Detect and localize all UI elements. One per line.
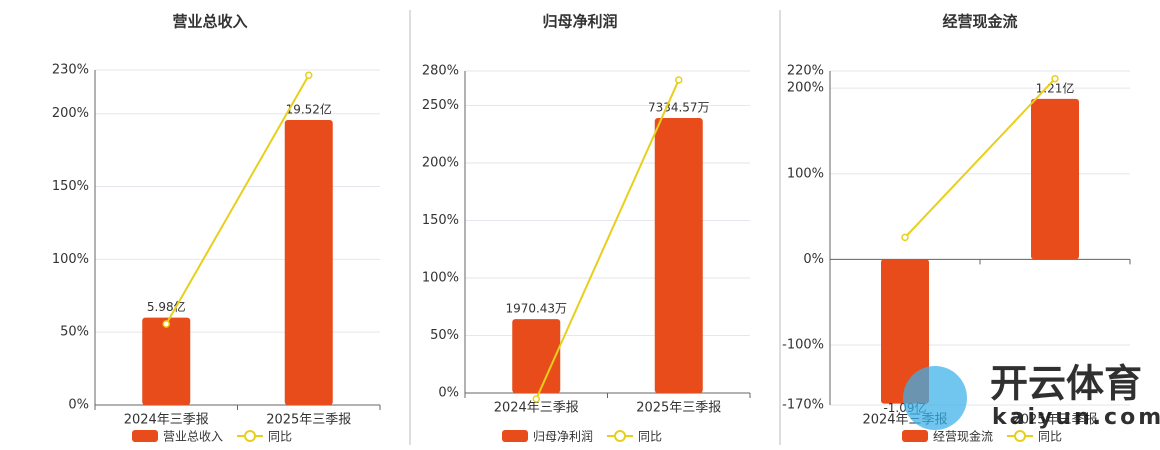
- line-point: [675, 76, 683, 84]
- y-tick-label: 220%: [787, 64, 824, 79]
- line-point: [1051, 74, 1059, 83]
- data-label: 1970.43万: [505, 302, 567, 316]
- x-tick-label: 2024年三季报: [494, 401, 579, 416]
- bar: [881, 259, 929, 404]
- line: [904, 78, 1056, 239]
- y-tick-label: 250%: [422, 98, 459, 113]
- chart-title: 经营现金流: [942, 13, 1017, 31]
- legend-label: 同比: [1038, 430, 1062, 444]
- line: [165, 74, 310, 325]
- data-label: 19.52亿: [286, 101, 332, 116]
- data-label: 7334.57万: [648, 101, 710, 115]
- y-tick-label: -100%: [782, 338, 824, 353]
- legend-point: [244, 430, 257, 442]
- watermark-site: kaiyun.com: [992, 405, 1160, 430]
- bar: [1031, 98, 1079, 260]
- bar: [142, 317, 191, 405]
- legend-swatch: [502, 430, 528, 442]
- y-tick-label: 50%: [430, 328, 459, 343]
- y-tick-label: 280%: [422, 64, 459, 79]
- y-tick-label: 200%: [422, 156, 459, 171]
- legend-point: [1014, 430, 1027, 442]
- y-tick-label: 0%: [803, 252, 824, 267]
- y-tick-label: 0%: [68, 398, 89, 413]
- legend-label: 同比: [268, 430, 292, 444]
- y-tick-label: 150%: [422, 213, 459, 228]
- y-tick-label: -170%: [782, 398, 824, 413]
- line-point: [901, 233, 909, 242]
- x-tick-label: 2025年三季报: [636, 401, 721, 416]
- y-tick-label: 100%: [52, 252, 89, 267]
- y-tick-label: 150%: [52, 179, 89, 194]
- y-tick-label: 50%: [60, 325, 89, 340]
- line-point: [532, 395, 540, 403]
- legend-point: [614, 430, 627, 442]
- line-point: [305, 71, 313, 79]
- y-tick-label: 230%: [52, 63, 89, 78]
- legend-label: 营业总收入: [163, 430, 223, 444]
- legend-label: 同比: [638, 430, 662, 444]
- line-point: [162, 320, 170, 328]
- legend-swatch: [132, 430, 158, 442]
- bar: [284, 119, 333, 405]
- x-tick-label: 2025年三季报: [1012, 413, 1097, 428]
- data-label: 5.98亿: [147, 299, 186, 314]
- watermark-name: 开云体育: [990, 362, 1142, 406]
- y-tick-label: 200%: [787, 81, 824, 96]
- data-label: 1.21亿: [1036, 80, 1075, 95]
- y-tick-label: 100%: [422, 271, 459, 286]
- line: [535, 79, 680, 400]
- legend-swatch: [902, 430, 928, 442]
- chart-title: 归母净利润: [542, 13, 617, 31]
- bar: [654, 118, 703, 393]
- y-tick-label: 0%: [438, 386, 459, 401]
- chart-title: 营业总收入: [172, 13, 247, 31]
- legend-label: 经营现金流: [933, 429, 993, 444]
- y-tick-label: 200%: [52, 106, 89, 121]
- watermark-logo: [903, 366, 967, 430]
- x-tick-label: 2025年三季报: [266, 413, 351, 428]
- x-tick-label: 2024年三季报: [124, 413, 209, 428]
- legend-label: 归母净利润: [533, 430, 593, 444]
- y-tick-label: 100%: [787, 166, 824, 181]
- bar: [512, 319, 561, 393]
